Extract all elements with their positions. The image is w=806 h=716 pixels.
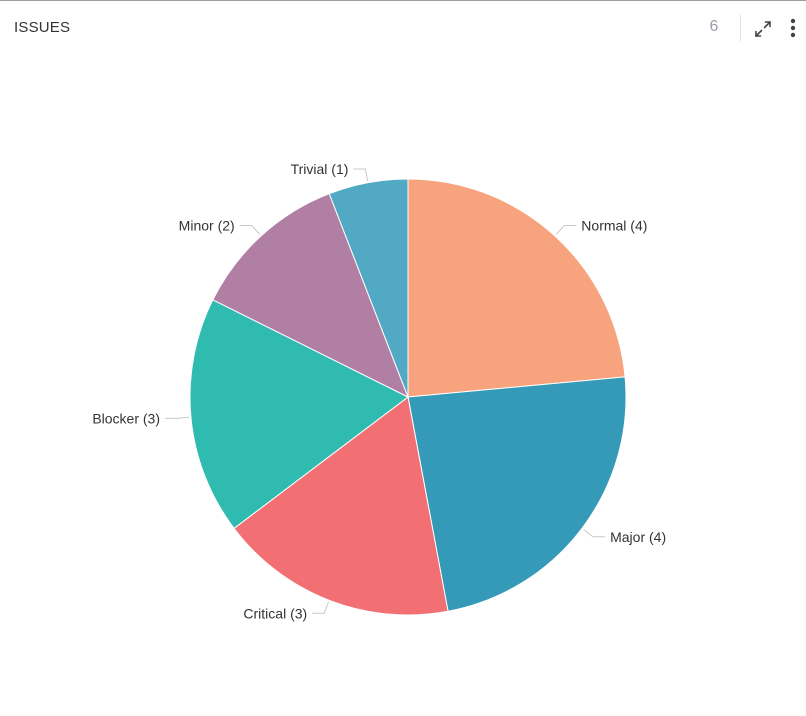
label-leader-line — [239, 225, 261, 235]
widget-header: ISSUES 6 — [0, 1, 806, 55]
expand-icon[interactable] — [752, 18, 774, 40]
widget-title: ISSUES — [14, 19, 71, 36]
pie-slice-label: Major (4) — [610, 529, 666, 545]
pie-slice[interactable] — [212, 193, 409, 399]
label-leader-lines — [165, 168, 606, 614]
pie-labels: Normal (4) Major (4) Critical (3) Blocker (… — [92, 161, 666, 621]
label-leader-line — [583, 529, 606, 538]
label-leader-line — [312, 601, 329, 614]
pie-slice[interactable] — [407, 376, 627, 612]
label-leader-line — [555, 225, 577, 235]
pie-slices — [189, 178, 627, 616]
issue-count: 6 — [709, 18, 719, 35]
pie-slice[interactable] — [328, 178, 409, 398]
pie-slice-label: Trivial (1) — [291, 161, 349, 177]
pie-slice-label: Minor (2) — [179, 218, 235, 234]
label-leader-line — [165, 416, 189, 419]
header-divider — [740, 15, 741, 41]
pie-slice-label: Normal (4) — [581, 218, 647, 234]
pie-slice[interactable] — [189, 299, 409, 530]
pie-slice-label: Critical (3) — [243, 605, 307, 621]
more-vertical-icon[interactable] — [784, 16, 802, 42]
pie-slice[interactable] — [233, 396, 449, 616]
label-leader-line — [353, 168, 369, 181]
pie-slice[interactable] — [407, 178, 626, 398]
pie-slice-label: Blocker (3) — [92, 410, 160, 426]
